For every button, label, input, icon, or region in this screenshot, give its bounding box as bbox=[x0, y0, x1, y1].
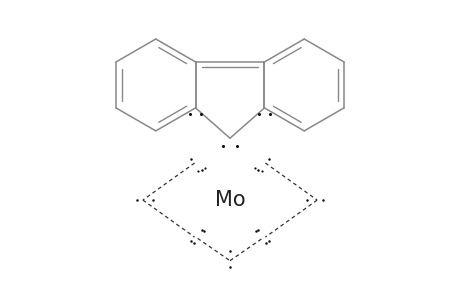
Text: Mo: Mo bbox=[214, 190, 245, 210]
